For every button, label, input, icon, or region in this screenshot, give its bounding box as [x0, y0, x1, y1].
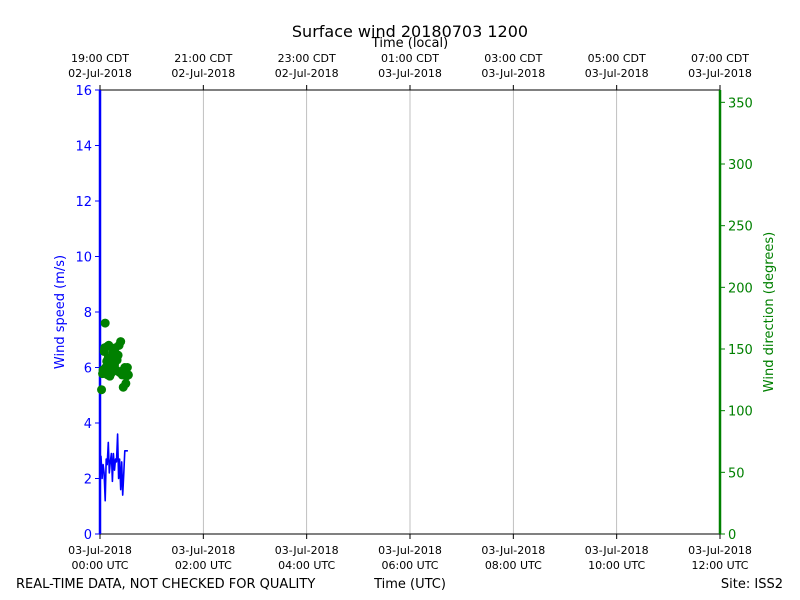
bottom-tick-time: 04:00 UTC [278, 559, 335, 572]
top-tick-date: 02-Jul-2018 [275, 67, 339, 80]
right-tick-label: 50 [728, 466, 745, 481]
left-tick-label: 16 [75, 84, 92, 99]
bottom-tick-time: 06:00 UTC [381, 559, 438, 572]
right-tick-label: 300 [728, 158, 753, 173]
right-tick-label: 200 [728, 281, 753, 296]
top-tick-date: 03-Jul-2018 [481, 67, 545, 80]
bottom-tick-date: 03-Jul-2018 [171, 544, 235, 557]
left-tick-label: 0 [84, 528, 92, 543]
right-axis-ticks: 0 50 100 150 200 250 300 350 [720, 96, 753, 543]
right-tick-label: 150 [728, 343, 753, 358]
quality-notice: REAL-TIME DATA, NOT CHECKED FOR QUALITY [16, 577, 315, 592]
bottom-tick-date: 03-Jul-2018 [585, 544, 649, 557]
site-label: Site: ISS2 [721, 577, 783, 592]
right-tick-label: 100 [728, 405, 753, 420]
x-grid [202, 90, 618, 534]
wind-direction-point [97, 385, 107, 395]
bottom-tick-time: 08:00 UTC [485, 559, 542, 572]
right-tick-label: 0 [728, 528, 736, 543]
chart-title: Surface wind 20180703 1200 [292, 22, 528, 41]
left-tick-label: 8 [84, 306, 92, 321]
bottom-tick-time: 12:00 UTC [691, 559, 748, 572]
bottom-tick-time: 02:00 UTC [175, 559, 232, 572]
top-tick-date: 02-Jul-2018 [171, 67, 235, 80]
top-tick-date: 02-Jul-2018 [68, 67, 132, 80]
left-tick-label: 2 [84, 473, 92, 488]
right-axis-label: Wind direction (degrees) [762, 232, 777, 392]
wind-speed-line [99, 433, 128, 502]
wind-direction-point [123, 370, 133, 380]
top-tick-time: 07:00 CDT [691, 52, 749, 65]
bottom-axis-label: Time (UTC) [373, 577, 446, 592]
bottom-tick-time: 10:00 UTC [588, 559, 645, 572]
top-tick-time: 21:00 CDT [174, 52, 232, 65]
bottom-axis-ticks: 03-Jul-2018 00:00 UTC 03-Jul-2018 02:00 UTC… [68, 534, 752, 572]
left-tick-label: 14 [75, 140, 92, 155]
bottom-tick-date: 03-Jul-2018 [481, 544, 545, 557]
bottom-tick-date: 03-Jul-2018 [275, 544, 339, 557]
wind-direction-point [100, 318, 110, 328]
wind-direction-point [116, 337, 126, 347]
left-tick-label: 10 [75, 251, 92, 266]
left-tick-label: 6 [84, 362, 92, 377]
left-tick-label: 4 [84, 417, 92, 432]
top-tick-time: 01:00 CDT [381, 52, 439, 65]
right-tick-label: 350 [728, 96, 753, 111]
bottom-tick-date: 03-Jul-2018 [68, 544, 132, 557]
top-tick-time: 23:00 CDT [278, 52, 336, 65]
top-tick-date: 03-Jul-2018 [585, 67, 649, 80]
bottom-tick-date: 03-Jul-2018 [688, 544, 752, 557]
top-tick-time: 03:00 CDT [484, 52, 542, 65]
top-tick-time: 19:00 CDT [71, 52, 129, 65]
bottom-tick-date: 03-Jul-2018 [378, 544, 442, 557]
top-tick-time: 05:00 CDT [588, 52, 646, 65]
wind-direction-point [113, 350, 123, 360]
top-axis-label: Time (local) [371, 36, 448, 51]
wind-direction-point [121, 379, 131, 389]
top-tick-date: 03-Jul-2018 [688, 67, 752, 80]
right-tick-label: 250 [728, 220, 753, 235]
left-axis-ticks: 0 2 4 6 8 10 12 14 16 [75, 84, 100, 543]
top-tick-date: 03-Jul-2018 [378, 67, 442, 80]
left-axis-label: Wind speed (m/s) [53, 255, 68, 369]
plot-area [97, 318, 133, 502]
top-axis-ticks: 19:00 CDT 02-Jul-2018 21:00 CDT 02-Jul-2018… [68, 52, 752, 90]
wind-direction-point [122, 363, 132, 372]
left-tick-label: 12 [75, 195, 92, 210]
bottom-tick-time: 00:00 UTC [71, 559, 128, 572]
